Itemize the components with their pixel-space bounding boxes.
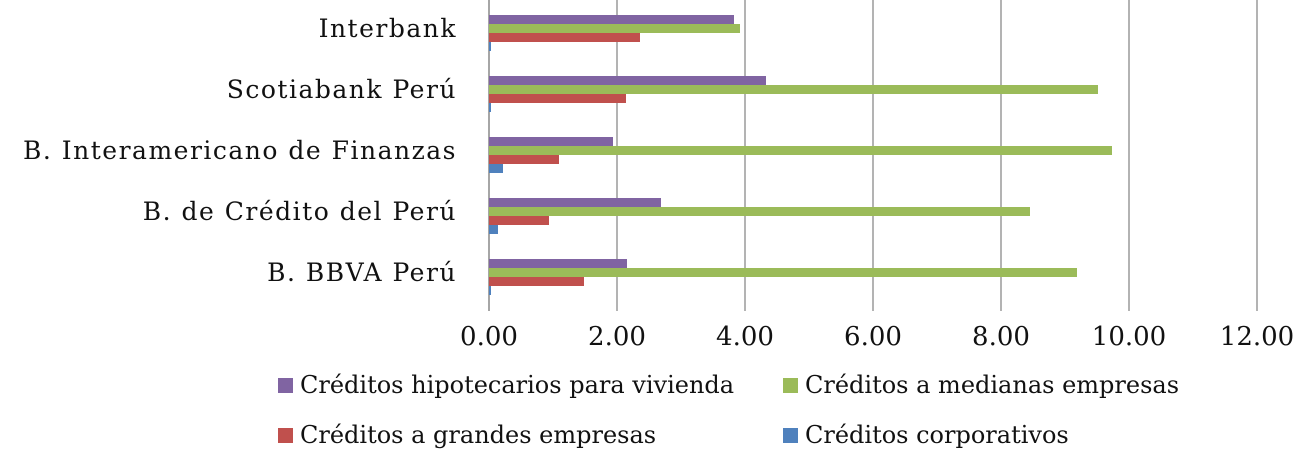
tick-mark [616, 305, 618, 311]
tick-mark [744, 305, 746, 311]
x-tick-label: 10.00 [1091, 322, 1167, 352]
bar [489, 207, 1030, 216]
legend-swatch-icon [278, 377, 293, 393]
bar [489, 216, 550, 225]
category-label: Scotiabank Perú [226, 75, 457, 104]
legend-item: Créditos corporativos [783, 421, 1069, 449]
bar [489, 42, 491, 51]
legend-label: Créditos hipotecarios para vivienda [300, 371, 735, 399]
x-tick-label: 4.00 [716, 322, 774, 352]
bar [489, 33, 641, 42]
legend-swatch-icon [783, 377, 798, 393]
bar [489, 164, 504, 173]
bar [489, 268, 1078, 277]
category-label: Interbank [318, 14, 457, 43]
bar [489, 198, 662, 207]
bar [489, 85, 1099, 94]
legend-swatch-icon [278, 427, 293, 443]
legend-swatch-icon [783, 427, 798, 443]
bar [489, 146, 1112, 155]
bar [489, 286, 491, 295]
gridline [1128, 0, 1130, 305]
bar [489, 103, 491, 112]
tick-mark [1128, 305, 1130, 311]
gridline [1256, 0, 1258, 305]
bar [489, 277, 584, 286]
category-label: B. Interamericano de Finanzas [23, 136, 457, 165]
legend-item: Créditos a medianas empresas [783, 371, 1179, 399]
x-tick-label: 2.00 [588, 322, 646, 352]
legend-label: Créditos a grandes empresas [300, 421, 657, 449]
category-label: B. BBVA Perú [267, 258, 457, 287]
x-tick-label: 0.00 [460, 322, 518, 352]
legend-item: Créditos hipotecarios para vivienda [278, 371, 734, 399]
x-tick-label: 6.00 [844, 322, 902, 352]
bar [489, 94, 626, 103]
bar [489, 259, 628, 268]
tick-mark [872, 305, 874, 311]
legend-label: Créditos a medianas empresas [805, 371, 1180, 399]
bar [489, 24, 740, 33]
tick-mark [1000, 305, 1002, 311]
x-tick-label: 12.00 [1219, 322, 1295, 352]
bar [489, 15, 735, 24]
bar [489, 155, 559, 164]
x-tick-label: 8.00 [972, 322, 1030, 352]
bar [489, 76, 767, 85]
tick-mark [1256, 305, 1258, 311]
category-label: B. de Crédito del Perú [142, 197, 457, 226]
legend-item: Créditos a grandes empresas [278, 421, 656, 449]
legend-label: Créditos corporativos [805, 421, 1069, 449]
bar [489, 137, 614, 146]
bar [489, 225, 498, 234]
